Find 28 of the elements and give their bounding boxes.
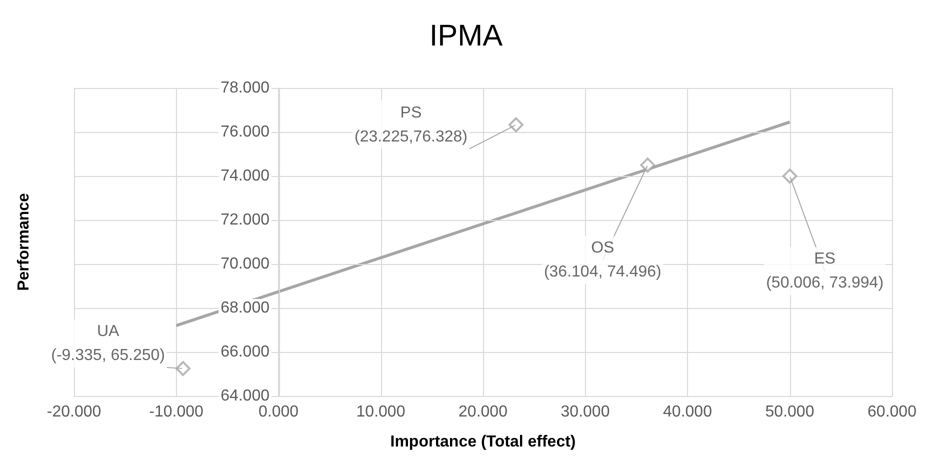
y-tick-label: 76.000 [220, 124, 270, 140]
x-tick-label: 60.000 [868, 404, 917, 420]
point [782, 168, 798, 184]
chart-title: IPMA [429, 20, 503, 52]
x-tick-label: -10.000 [149, 404, 204, 420]
y-tick-label: 70.000 [220, 256, 270, 272]
point [640, 158, 656, 173]
x-tick-label: 40.000 [663, 404, 712, 420]
x-tick-label: 10.000 [356, 404, 406, 420]
x-tick-label: 30.000 [560, 404, 610, 420]
annotation: ES (50.006, 73.994) [766, 250, 884, 292]
x-tick-label: 50.000 [765, 404, 814, 420]
y-tick-label: 74.000 [220, 168, 270, 184]
y-tick-label: 72.000 [220, 212, 270, 228]
y-tick-label: 78.000 [220, 80, 270, 96]
y-tick-label: 68.000 [220, 300, 270, 316]
point [176, 361, 191, 376]
annotation: UA (-9.335, 65.250) [51, 323, 165, 364]
y-axis-title: Performance [16, 192, 32, 291]
y-tick-label: 66.000 [220, 344, 270, 360]
y-tick-label: 64.000 [220, 388, 270, 404]
x-axis-title: Importance (Total effect) [390, 434, 576, 450]
point [508, 117, 524, 132]
annotation: PS (23.225,76.328) [354, 104, 468, 146]
annotation: OS (36.104, 74.496) [544, 240, 662, 281]
x-tick-label: 0.000 [258, 404, 299, 420]
x-tick-label: -20.000 [46, 404, 102, 420]
x-tick-label: 20.000 [458, 404, 508, 420]
